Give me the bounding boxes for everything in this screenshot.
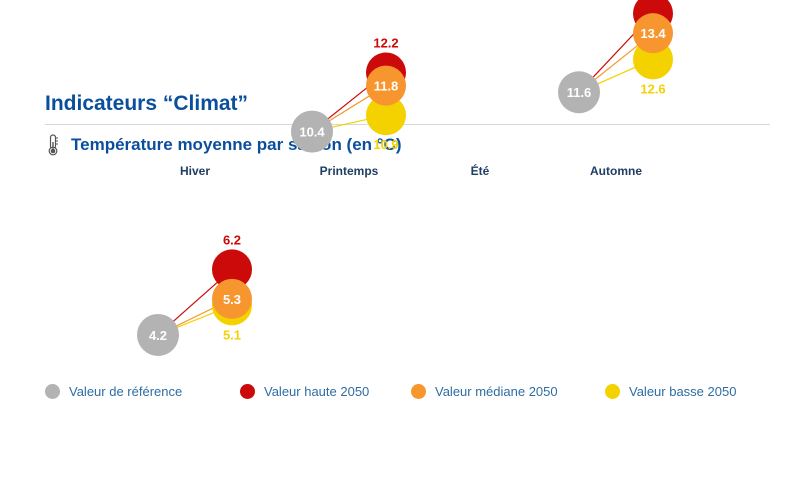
reference-point bbox=[291, 110, 333, 153]
legend-label-haute: Valeur haute 2050 bbox=[264, 384, 370, 399]
legend-dot-mediane bbox=[411, 384, 426, 399]
basse-point bbox=[366, 95, 406, 136]
basse-value-label: 5.1 bbox=[223, 327, 241, 342]
reference-value-label: 4.2 bbox=[149, 328, 167, 343]
chart-legend: Valeur de référence Valeur haute 2050 Va… bbox=[45, 384, 785, 404]
legend-label-mediane: Valeur médiane 2050 bbox=[435, 384, 558, 399]
legend-dot-basse bbox=[605, 384, 620, 399]
haute-value-label: 12.2 bbox=[373, 36, 398, 51]
season-label: Automne bbox=[590, 164, 642, 178]
reference-value-label: 10.4 bbox=[299, 125, 325, 140]
season-label: Été bbox=[471, 163, 490, 178]
mediane-value-label: 5.3 bbox=[223, 292, 241, 307]
mediane-point bbox=[633, 13, 673, 54]
mediane-value-label: 13.4 bbox=[640, 26, 666, 41]
legend-item-reference: Valeur de référence bbox=[45, 384, 182, 399]
legend-dot-haute bbox=[240, 384, 255, 399]
page-title: Indicateurs “Climat” bbox=[45, 92, 249, 115]
season-label: Hiver bbox=[180, 164, 210, 178]
thermometer-icon bbox=[48, 134, 58, 156]
legend-item-haute: Valeur haute 2050 bbox=[240, 384, 369, 399]
haute-point bbox=[212, 249, 252, 290]
legend-label-reference: Valeur de référence bbox=[69, 384, 183, 399]
basse-value-label: 12.6 bbox=[640, 81, 665, 96]
legend-dot-reference bbox=[45, 384, 60, 399]
mediane-point bbox=[366, 65, 406, 106]
mediane-value-label: 11.8 bbox=[374, 79, 399, 94]
legend-item-mediane: Valeur médiane 2050 bbox=[411, 384, 558, 399]
basse-value-label: 10.9 bbox=[373, 137, 398, 152]
legend-label-basse: Valeur basse 2050 bbox=[629, 384, 737, 399]
season-temperature-chart: Hiver 4.2 5.3 6.2 5.1 Printemps 10.4 11.8 12.2 10… bbox=[137, 0, 673, 356]
legend-item-basse: Valeur basse 2050 bbox=[605, 384, 736, 399]
reference-value-label: 11.6 bbox=[567, 85, 592, 100]
mediane-point bbox=[212, 278, 252, 319]
reference-point bbox=[137, 313, 179, 356]
title-divider bbox=[45, 124, 770, 125]
season-label: Printemps bbox=[320, 164, 379, 178]
reference-point bbox=[558, 71, 600, 114]
haute-value-label: 6.2 bbox=[223, 232, 241, 247]
